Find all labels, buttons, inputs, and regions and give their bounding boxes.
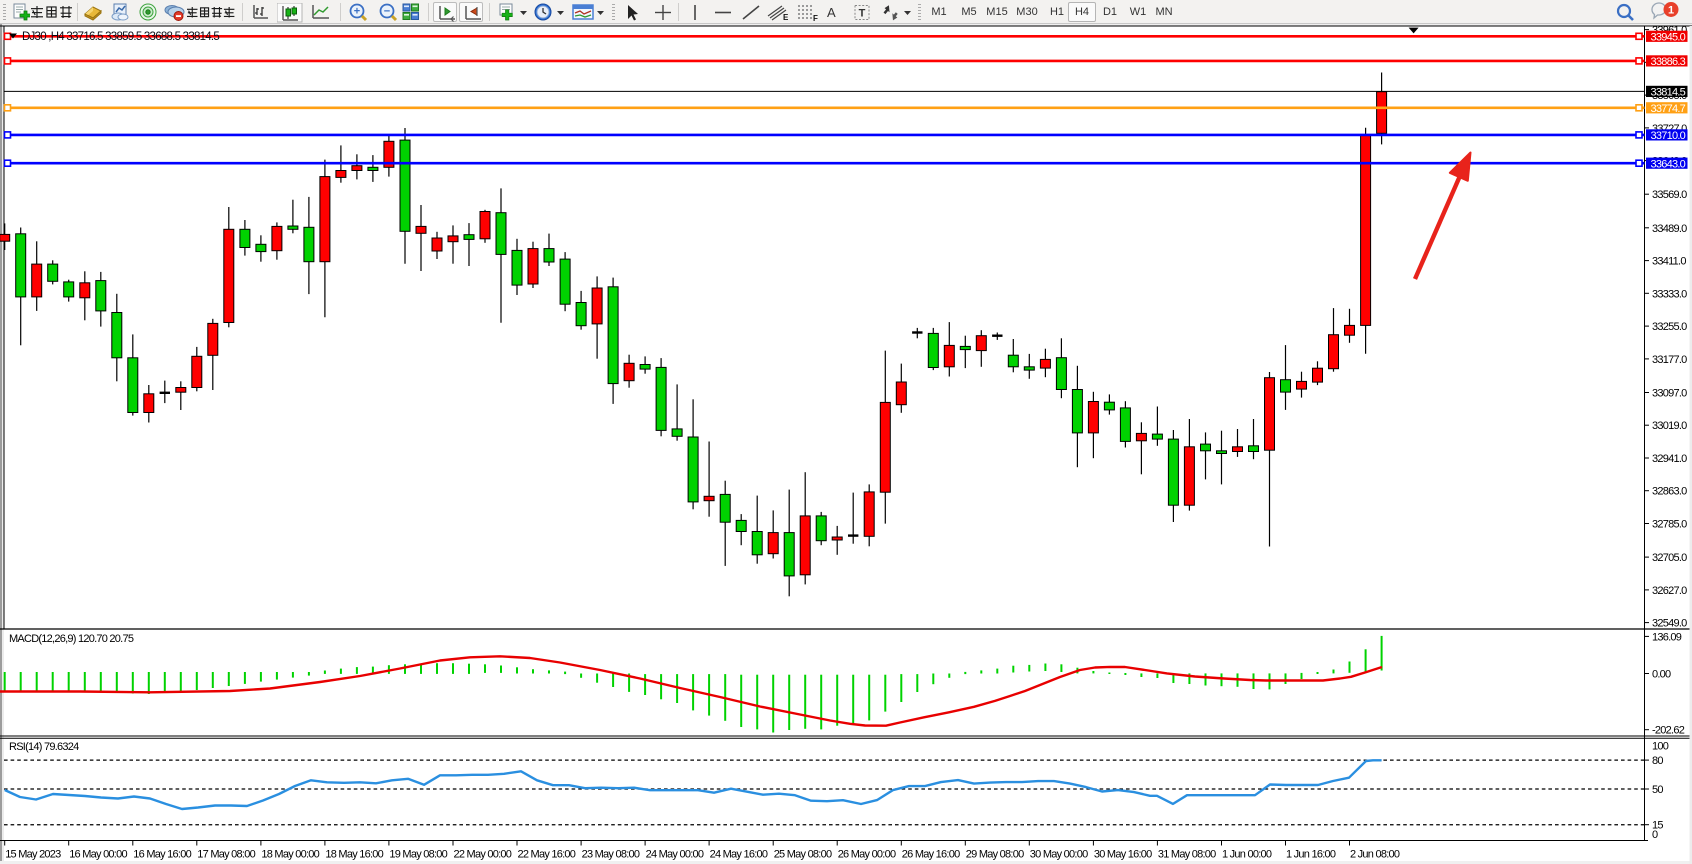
svg-text:33886.3: 33886.3 [1651,56,1686,68]
svg-text:22 May 00:00: 22 May 00:00 [454,849,512,861]
svg-text:24 May 16:00: 24 May 16:00 [710,849,768,861]
svg-text:0.00: 0.00 [1652,669,1671,681]
svg-text:80: 80 [1652,755,1663,767]
svg-text:32549.0: 32549.0 [1652,618,1687,630]
svg-text:31 May 08:00: 31 May 08:00 [1158,849,1216,861]
svg-text:50: 50 [1652,784,1663,796]
svg-text:29 May 08:00: 29 May 08:00 [966,849,1024,861]
svg-text:33569.0: 33569.0 [1652,189,1687,201]
svg-text:136.09: 136.09 [1652,631,1682,643]
svg-text:16 May 00:00: 16 May 00:00 [69,849,127,861]
svg-text:15: 15 [1652,820,1663,832]
svg-text:32705.0: 32705.0 [1652,552,1687,564]
svg-text:33097.0: 33097.0 [1652,388,1687,400]
svg-text:26 May 00:00: 26 May 00:00 [838,849,896,861]
svg-text:33019.0: 33019.0 [1652,420,1687,432]
svg-text:22 May 16:00: 22 May 16:00 [518,849,576,861]
svg-text:1: 1 [1668,5,1674,17]
svg-text:T: T [859,8,866,20]
svg-text:−: − [384,6,390,18]
svg-text:33945.0: 33945.0 [1651,32,1686,44]
svg-text:15 May 2023: 15 May 2023 [5,849,61,861]
svg-text:24 May 00:00: 24 May 00:00 [646,849,704,861]
svg-text:+: + [354,6,360,18]
svg-text:33814.5: 33814.5 [1651,87,1686,99]
svg-text:0: 0 [1652,829,1658,841]
svg-text:30 May 16:00: 30 May 16:00 [1094,849,1152,861]
svg-text:33333.0: 33333.0 [1652,288,1687,300]
svg-text:1 Jun 00:00: 1 Jun 00:00 [1222,849,1272,861]
svg-text:33255.0: 33255.0 [1652,321,1687,333]
svg-text:100: 100 [1652,741,1669,753]
svg-text:32941.0: 32941.0 [1652,453,1687,465]
svg-text:32863.0: 32863.0 [1652,486,1687,498]
svg-text:33710.0: 33710.0 [1651,130,1686,142]
svg-text:33411.0: 33411.0 [1652,256,1686,268]
svg-text:30 May 00:00: 30 May 00:00 [1030,849,1088,861]
svg-text:2 Jun 08:00: 2 Jun 08:00 [1350,849,1400,861]
svg-text:25 May 08:00: 25 May 08:00 [774,849,832,861]
svg-text:32627.0: 32627.0 [1652,585,1687,597]
svg-text:33774.7: 33774.7 [1651,103,1686,115]
svg-text:23 May 08:00: 23 May 08:00 [582,849,640,861]
svg-text:1 Jun 16:00: 1 Jun 16:00 [1286,849,1336,861]
svg-text:18 May 16:00: 18 May 16:00 [325,849,383,861]
svg-text:33643.0: 33643.0 [1651,158,1686,170]
svg-text:E: E [783,13,789,22]
svg-text:F: F [813,14,818,22]
svg-text:18 May 00:00: 18 May 00:00 [261,849,319,861]
svg-text:33177.0: 33177.0 [1652,354,1687,366]
svg-text:-202.62: -202.62 [1652,725,1685,737]
svg-text:MACD(12,26,9) 120.70 20.75: MACD(12,26,9) 120.70 20.75 [9,633,134,645]
svg-text:26 May 16:00: 26 May 16:00 [902,849,960,861]
svg-text:19 May 08:00: 19 May 08:00 [389,849,447,861]
svg-text:DJ30 ,H4 33716.5 33859.5 3368: DJ30 ,H4 33716.5 33859.5 33688.5 33814.5 [22,31,219,43]
svg-text:16 May 16:00: 16 May 16:00 [133,849,191,861]
svg-text:32785.0: 32785.0 [1652,519,1687,531]
svg-text:33489.0: 33489.0 [1652,223,1687,235]
svg-text:17 May 08:00: 17 May 08:00 [197,849,255,861]
svg-text:RSI(14) 79.6324: RSI(14) 79.6324 [9,741,79,753]
